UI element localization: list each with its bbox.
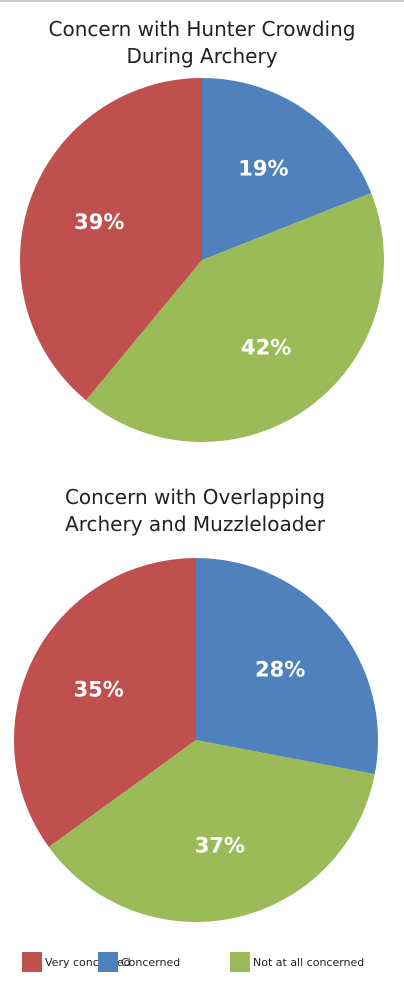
pie-slice [48,740,375,922]
legend-swatch [98,952,118,972]
pie-slice [20,78,203,401]
pie-slice [196,558,379,775]
chart-title: Concern with Hunter Crowding During Arch… [48,17,356,68]
data-label: 35% [74,677,124,701]
data-label: 42% [241,335,291,359]
legend-label: Not at all concerned [253,956,364,969]
data-label: 28% [255,657,305,681]
pie-slice [202,78,372,260]
legend-swatch [22,952,42,972]
pie-slice [85,193,384,443]
data-label: 37% [195,834,245,858]
data-label: 39% [74,210,124,234]
legend-label: Concerned [121,956,180,969]
legend-swatch [230,952,250,972]
pie-slice [14,558,197,847]
chart-title: Concern with Overlapping Archery and Muz… [64,485,326,536]
data-label: 19% [238,157,288,181]
